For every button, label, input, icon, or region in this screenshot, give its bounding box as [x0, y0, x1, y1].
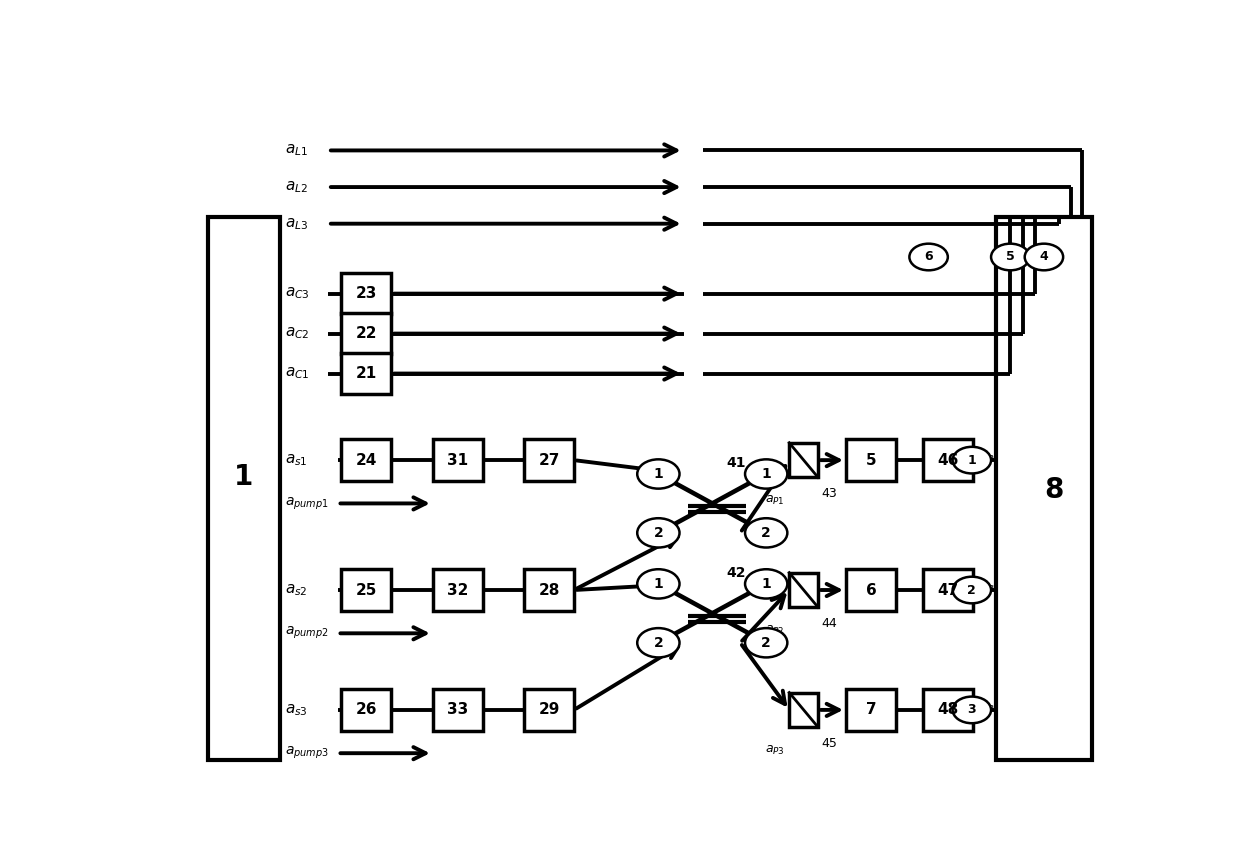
FancyBboxPatch shape — [846, 569, 897, 611]
Text: $a_{P3}$: $a_{P3}$ — [765, 744, 785, 757]
Text: 4: 4 — [1039, 251, 1048, 264]
Text: 24: 24 — [356, 452, 377, 468]
FancyBboxPatch shape — [923, 439, 973, 481]
FancyBboxPatch shape — [789, 443, 818, 477]
Text: 22: 22 — [356, 326, 377, 341]
FancyBboxPatch shape — [525, 569, 574, 611]
Text: 46: 46 — [937, 452, 959, 468]
Text: $a_{pump2}$: $a_{pump2}$ — [285, 625, 329, 642]
Text: $a_{s3}$: $a_{s3}$ — [285, 702, 308, 718]
FancyBboxPatch shape — [846, 439, 897, 481]
Text: 2: 2 — [967, 584, 976, 597]
Circle shape — [637, 459, 680, 489]
Text: $a_{s2}$: $a_{s2}$ — [285, 582, 308, 598]
Circle shape — [637, 518, 680, 548]
FancyBboxPatch shape — [341, 439, 392, 481]
Text: $a_{P1}$: $a_{P1}$ — [765, 494, 785, 507]
Circle shape — [637, 569, 680, 599]
FancyBboxPatch shape — [433, 689, 482, 731]
Text: 2: 2 — [653, 636, 663, 650]
FancyBboxPatch shape — [789, 573, 818, 607]
Text: $a_{pump3}$: $a_{pump3}$ — [285, 745, 329, 761]
Circle shape — [745, 518, 787, 548]
Text: $a_{L1}$: $a_{L1}$ — [285, 143, 308, 158]
Text: 33: 33 — [448, 702, 469, 717]
Circle shape — [745, 628, 787, 657]
Text: 1: 1 — [653, 577, 663, 591]
Text: 44: 44 — [821, 618, 837, 631]
Text: 5: 5 — [1006, 251, 1014, 264]
Text: 6: 6 — [924, 251, 932, 264]
Circle shape — [952, 696, 991, 723]
FancyBboxPatch shape — [341, 313, 392, 355]
Circle shape — [1024, 244, 1063, 270]
Text: 2: 2 — [653, 526, 663, 540]
Text: 1: 1 — [761, 577, 771, 591]
FancyBboxPatch shape — [789, 693, 818, 727]
Text: 6: 6 — [866, 582, 877, 598]
Circle shape — [909, 244, 947, 270]
Circle shape — [745, 459, 787, 489]
FancyBboxPatch shape — [208, 217, 280, 759]
FancyBboxPatch shape — [525, 689, 574, 731]
Text: $a_{s1}$: $a_{s1}$ — [285, 452, 308, 468]
FancyBboxPatch shape — [433, 569, 482, 611]
FancyBboxPatch shape — [525, 439, 574, 481]
FancyBboxPatch shape — [923, 689, 973, 731]
FancyBboxPatch shape — [846, 689, 897, 731]
Text: 5: 5 — [866, 452, 877, 468]
Text: 2: 2 — [761, 526, 771, 540]
Text: $a_{pump1}$: $a_{pump1}$ — [285, 496, 329, 511]
Text: $a_{L3}$: $a_{L3}$ — [285, 216, 308, 232]
FancyBboxPatch shape — [433, 439, 482, 481]
Text: 29: 29 — [538, 702, 559, 717]
Text: 45: 45 — [821, 737, 837, 750]
Text: 1: 1 — [653, 467, 663, 481]
FancyBboxPatch shape — [341, 689, 392, 731]
Text: 1: 1 — [234, 463, 253, 490]
Text: $a_{P2}$: $a_{P2}$ — [765, 624, 785, 638]
Text: $a_{L2}$: $a_{L2}$ — [285, 179, 308, 195]
Text: 1: 1 — [761, 467, 771, 481]
Text: 42: 42 — [727, 567, 746, 580]
Text: 27: 27 — [538, 452, 559, 468]
Circle shape — [952, 447, 991, 473]
Circle shape — [637, 628, 680, 657]
Text: 43: 43 — [821, 488, 837, 501]
Text: 7: 7 — [866, 702, 877, 717]
Text: $a_{C3}$: $a_{C3}$ — [285, 285, 310, 302]
Text: 47: 47 — [937, 582, 959, 598]
Text: 2: 2 — [761, 636, 771, 650]
Text: $a'_{P2}$: $a'_{P2}$ — [976, 579, 998, 595]
Text: $a_{C2}$: $a_{C2}$ — [285, 326, 309, 342]
Circle shape — [952, 577, 991, 604]
FancyBboxPatch shape — [996, 217, 1092, 759]
Text: 3: 3 — [967, 703, 976, 716]
Text: 21: 21 — [356, 366, 377, 381]
Text: 48: 48 — [937, 702, 959, 717]
Circle shape — [745, 569, 787, 599]
Text: 23: 23 — [356, 286, 377, 301]
FancyBboxPatch shape — [341, 569, 392, 611]
Text: $a'_{P1}$: $a'_{P1}$ — [976, 449, 998, 465]
Text: 32: 32 — [448, 582, 469, 598]
Text: $a_{C1}$: $a_{C1}$ — [285, 366, 309, 381]
FancyBboxPatch shape — [341, 353, 392, 394]
Text: 26: 26 — [356, 702, 377, 717]
FancyBboxPatch shape — [923, 569, 973, 611]
Circle shape — [991, 244, 1029, 270]
Text: 8: 8 — [1044, 476, 1063, 504]
Text: 41: 41 — [727, 457, 746, 471]
FancyBboxPatch shape — [341, 273, 392, 314]
Text: 31: 31 — [448, 452, 469, 468]
Text: 1: 1 — [967, 453, 976, 466]
Text: 25: 25 — [356, 582, 377, 598]
Text: 28: 28 — [538, 582, 559, 598]
Text: $a'_{P3}$: $a'_{P3}$ — [976, 698, 999, 714]
